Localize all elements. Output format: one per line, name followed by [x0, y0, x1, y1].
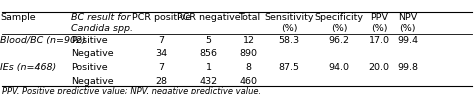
- Text: 87.5: 87.5: [279, 63, 300, 72]
- Text: 96.2: 96.2: [328, 36, 349, 45]
- Text: Negative: Negative: [71, 77, 114, 86]
- Text: Specificity
(%): Specificity (%): [314, 13, 364, 33]
- Text: 94.0: 94.0: [328, 63, 349, 72]
- Text: 17.0: 17.0: [369, 36, 390, 45]
- Text: 99.8: 99.8: [397, 63, 418, 72]
- Text: 34: 34: [155, 49, 167, 58]
- Text: 856: 856: [200, 49, 218, 58]
- Text: BC result for
Candida spp.: BC result for Candida spp.: [71, 13, 133, 33]
- Text: 58.3: 58.3: [279, 36, 300, 45]
- Text: PCR negative: PCR negative: [177, 13, 240, 22]
- Text: Blood/BC (n=902): Blood/BC (n=902): [0, 36, 86, 45]
- Text: Total: Total: [238, 13, 260, 22]
- Text: Sensitivity
(%): Sensitivity (%): [264, 13, 314, 33]
- Text: NPV
(%): NPV (%): [398, 13, 417, 33]
- Text: Positive: Positive: [71, 36, 108, 45]
- Text: 8: 8: [246, 63, 252, 72]
- Text: Negative: Negative: [71, 49, 114, 58]
- Text: 7: 7: [158, 36, 164, 45]
- Text: Sample: Sample: [0, 13, 36, 22]
- Text: 7: 7: [158, 63, 164, 72]
- Text: 20.0: 20.0: [369, 63, 390, 72]
- Text: PCR positive: PCR positive: [131, 13, 191, 22]
- Text: 28: 28: [155, 77, 167, 86]
- Text: PPV, Positive predictive value; NPV, negative predictive value.: PPV, Positive predictive value; NPV, neg…: [2, 87, 262, 94]
- Text: 99.4: 99.4: [397, 36, 418, 45]
- Text: Positive: Positive: [71, 63, 108, 72]
- Text: 5: 5: [206, 36, 211, 45]
- Text: 460: 460: [240, 77, 258, 86]
- Text: IEs (n=468): IEs (n=468): [0, 63, 56, 72]
- Text: PPV
(%): PPV (%): [370, 13, 388, 33]
- Text: 1: 1: [206, 63, 211, 72]
- Text: 890: 890: [240, 49, 258, 58]
- Text: 12: 12: [243, 36, 255, 45]
- Text: 432: 432: [200, 77, 218, 86]
